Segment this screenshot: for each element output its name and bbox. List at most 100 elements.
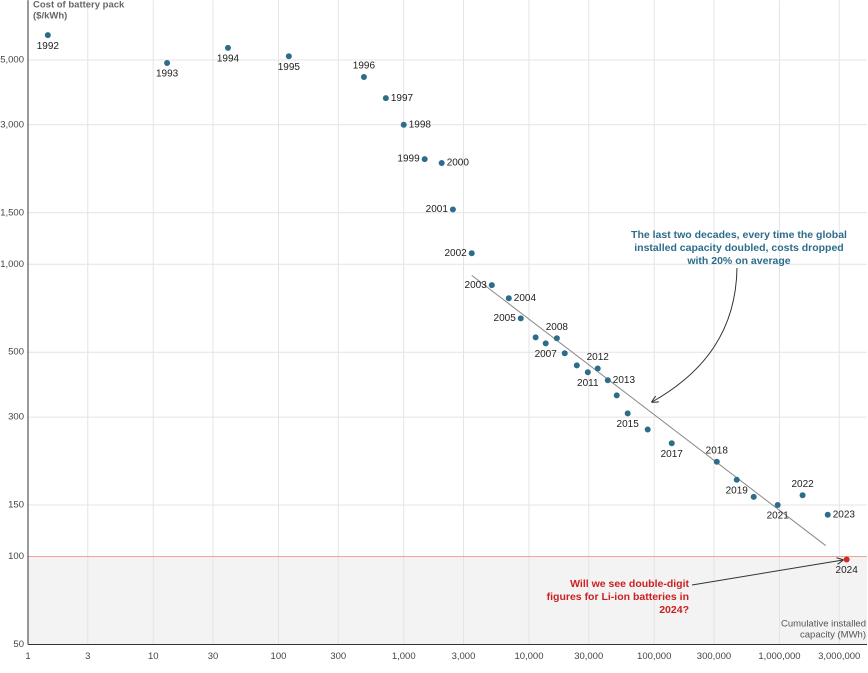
data-point [843, 556, 850, 563]
point-label: 2001 [426, 204, 449, 215]
y-tick-label: 3,000 [0, 119, 24, 130]
y-tick-label: 1,000 [0, 259, 24, 270]
annotation-arrow [691, 560, 843, 586]
data-point [733, 476, 740, 483]
x-tick-label: 1,000,000 [758, 651, 800, 662]
data-point [824, 511, 831, 518]
point-label: 1998 [409, 119, 432, 130]
data-point [604, 377, 611, 384]
data-point [613, 392, 620, 399]
point-label: 1995 [278, 62, 301, 73]
point-label: 2007 [535, 349, 558, 360]
data-point [438, 160, 445, 167]
annotation: with 20% on average [686, 255, 790, 267]
point-label: 2011 [577, 378, 599, 389]
point-label: 2022 [791, 479, 814, 490]
annotation: 2024? [659, 604, 689, 616]
x-tick-label: 100,000 [637, 651, 671, 662]
data-point [382, 95, 389, 102]
point-label: 2017 [661, 449, 684, 460]
point-label: 2004 [514, 293, 537, 304]
point-label: 1994 [217, 54, 240, 65]
y-tick-label: 300 [8, 412, 24, 423]
y-tick-label: 150 [8, 500, 24, 511]
data-point [561, 350, 568, 357]
point-label: 1992 [37, 41, 60, 52]
y-tick-label: 50 [13, 639, 24, 650]
data-point [799, 492, 806, 499]
data-point [517, 315, 524, 322]
point-label: 2023 [833, 509, 856, 520]
data-point [553, 335, 560, 342]
y-tick-label: 1,500 [0, 207, 24, 218]
point-label: 2024 [836, 565, 859, 576]
point-label: 2015 [617, 419, 640, 430]
annotation: figures for Li-ion batteries in [547, 591, 689, 603]
annotation: The last two decades, every time the glo… [631, 229, 847, 241]
point-label: 1997 [391, 93, 414, 104]
background [27, 0, 867, 645]
x-tick-label: 100 [271, 651, 287, 662]
x-axis-title: capacity (MWh) [800, 630, 866, 641]
data-point [360, 74, 367, 81]
x-tick-label: 10,000 [514, 651, 543, 662]
x-tick-label: 3 [85, 651, 90, 662]
point-label: 2018 [706, 445, 729, 456]
data-point [164, 60, 171, 67]
x-tick-label: 30,000 [574, 651, 603, 662]
annotation-arrow [652, 267, 738, 402]
y-tick-label: 500 [8, 347, 24, 358]
point-label: 2005 [494, 313, 517, 324]
point-label: 2013 [613, 375, 636, 386]
point-label: 2003 [465, 280, 488, 291]
reference-zone [28, 556, 867, 645]
data-point [573, 362, 580, 369]
x-tick-label: 3,000 [452, 651, 476, 662]
x-tick-label: 300 [330, 651, 346, 662]
data-point [644, 426, 651, 433]
x-tick-label: 300,000 [697, 651, 731, 662]
x-axis-title: Cumulative installed [781, 619, 866, 630]
data-point [774, 502, 781, 509]
data-point [468, 250, 475, 257]
data-point [594, 365, 601, 372]
data-point [584, 369, 591, 376]
point-label: 1993 [156, 69, 179, 80]
data-point [44, 32, 51, 39]
data-point [285, 53, 292, 60]
data-point [750, 493, 757, 500]
point-label: 2012 [587, 352, 610, 363]
data-point [505, 295, 512, 302]
data-point [532, 334, 539, 341]
point-label: 2008 [546, 322, 569, 333]
point-label: 2000 [447, 158, 470, 169]
y-axis-title: Cost of battery pack [33, 0, 125, 11]
y-tick-label: 100 [8, 551, 24, 562]
data-point [713, 458, 720, 465]
x-tick-label: 30 [208, 651, 219, 662]
point-label: 2002 [444, 248, 467, 259]
point-label: 1999 [397, 154, 420, 165]
x-tick-label: 1,000 [392, 651, 416, 662]
data-point [542, 340, 549, 347]
data-point [400, 121, 407, 128]
data-point [224, 44, 231, 51]
data-point [421, 156, 428, 163]
point-label: 2019 [726, 485, 749, 496]
data-point [449, 206, 456, 213]
point-label: 1996 [353, 61, 376, 72]
annotation: installed capacity doubled, costs droppe… [634, 242, 843, 254]
data-point [668, 440, 675, 447]
trend-line [471, 274, 827, 546]
y-tick-label: 5,000 [0, 54, 24, 65]
x-tick-label: 3,000,000 [818, 651, 860, 662]
data-point [488, 282, 495, 289]
annotation: Will we see double-digit [570, 578, 689, 590]
data-point [624, 410, 631, 417]
point-label: 2021 [767, 511, 790, 522]
x-tick-label: 10 [148, 651, 159, 662]
x-tick-label: 1 [25, 651, 30, 662]
y-axis-title: ($/kWh) [33, 11, 67, 22]
